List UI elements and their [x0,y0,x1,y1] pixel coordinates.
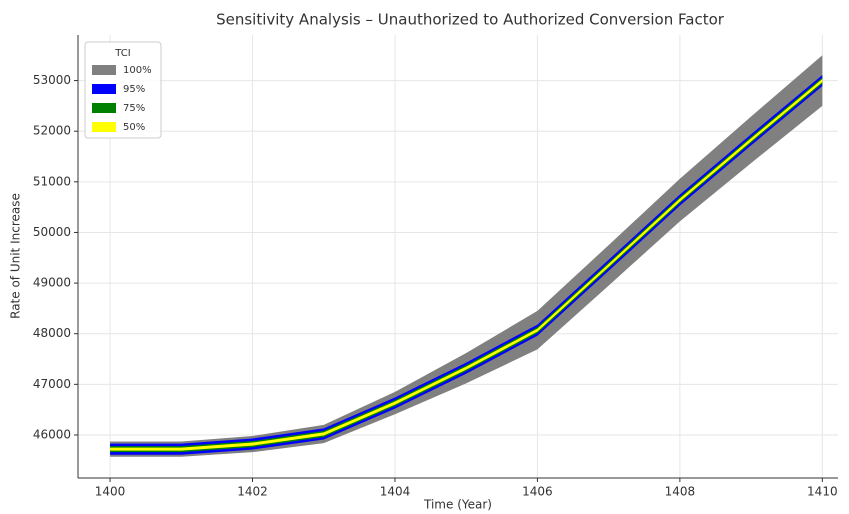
legend-swatch [92,65,116,75]
legend-label: 100% [123,65,152,76]
legend-label: 95% [123,84,145,95]
legend-swatch [92,122,116,132]
y-axis-label: Rate of Unit Increase [9,193,23,319]
band [110,55,823,457]
y-tick-label: 48000 [33,326,71,340]
x-tick-label: 1408 [665,485,696,499]
legend-swatch [92,103,116,113]
legend-label: 75% [123,103,145,114]
y-tick-label: 49000 [33,276,71,290]
x-tick-label: 1404 [380,485,411,499]
chart-title: Sensitivity Analysis – Unauthorized to A… [216,11,725,29]
legend-title: TCI [114,48,130,59]
band [110,74,823,455]
x-tick-label: 1402 [237,485,268,499]
y-tick-label: 47000 [33,377,71,391]
y-tick-label: 50000 [33,225,71,239]
x-axis-label: Time (Year) [423,498,492,512]
y-tick-label: 51000 [33,174,71,188]
y-tick-label: 52000 [33,124,71,138]
legend-swatch [92,84,116,94]
x-tick-label: 1406 [522,485,553,499]
band [110,79,823,451]
x-tick-label: 1410 [807,485,838,499]
y-tick-label: 53000 [33,73,71,87]
x-tick-label: 1400 [95,485,126,499]
band [110,77,823,453]
legend-label: 50% [123,122,145,133]
y-tick-label: 46000 [33,427,71,441]
